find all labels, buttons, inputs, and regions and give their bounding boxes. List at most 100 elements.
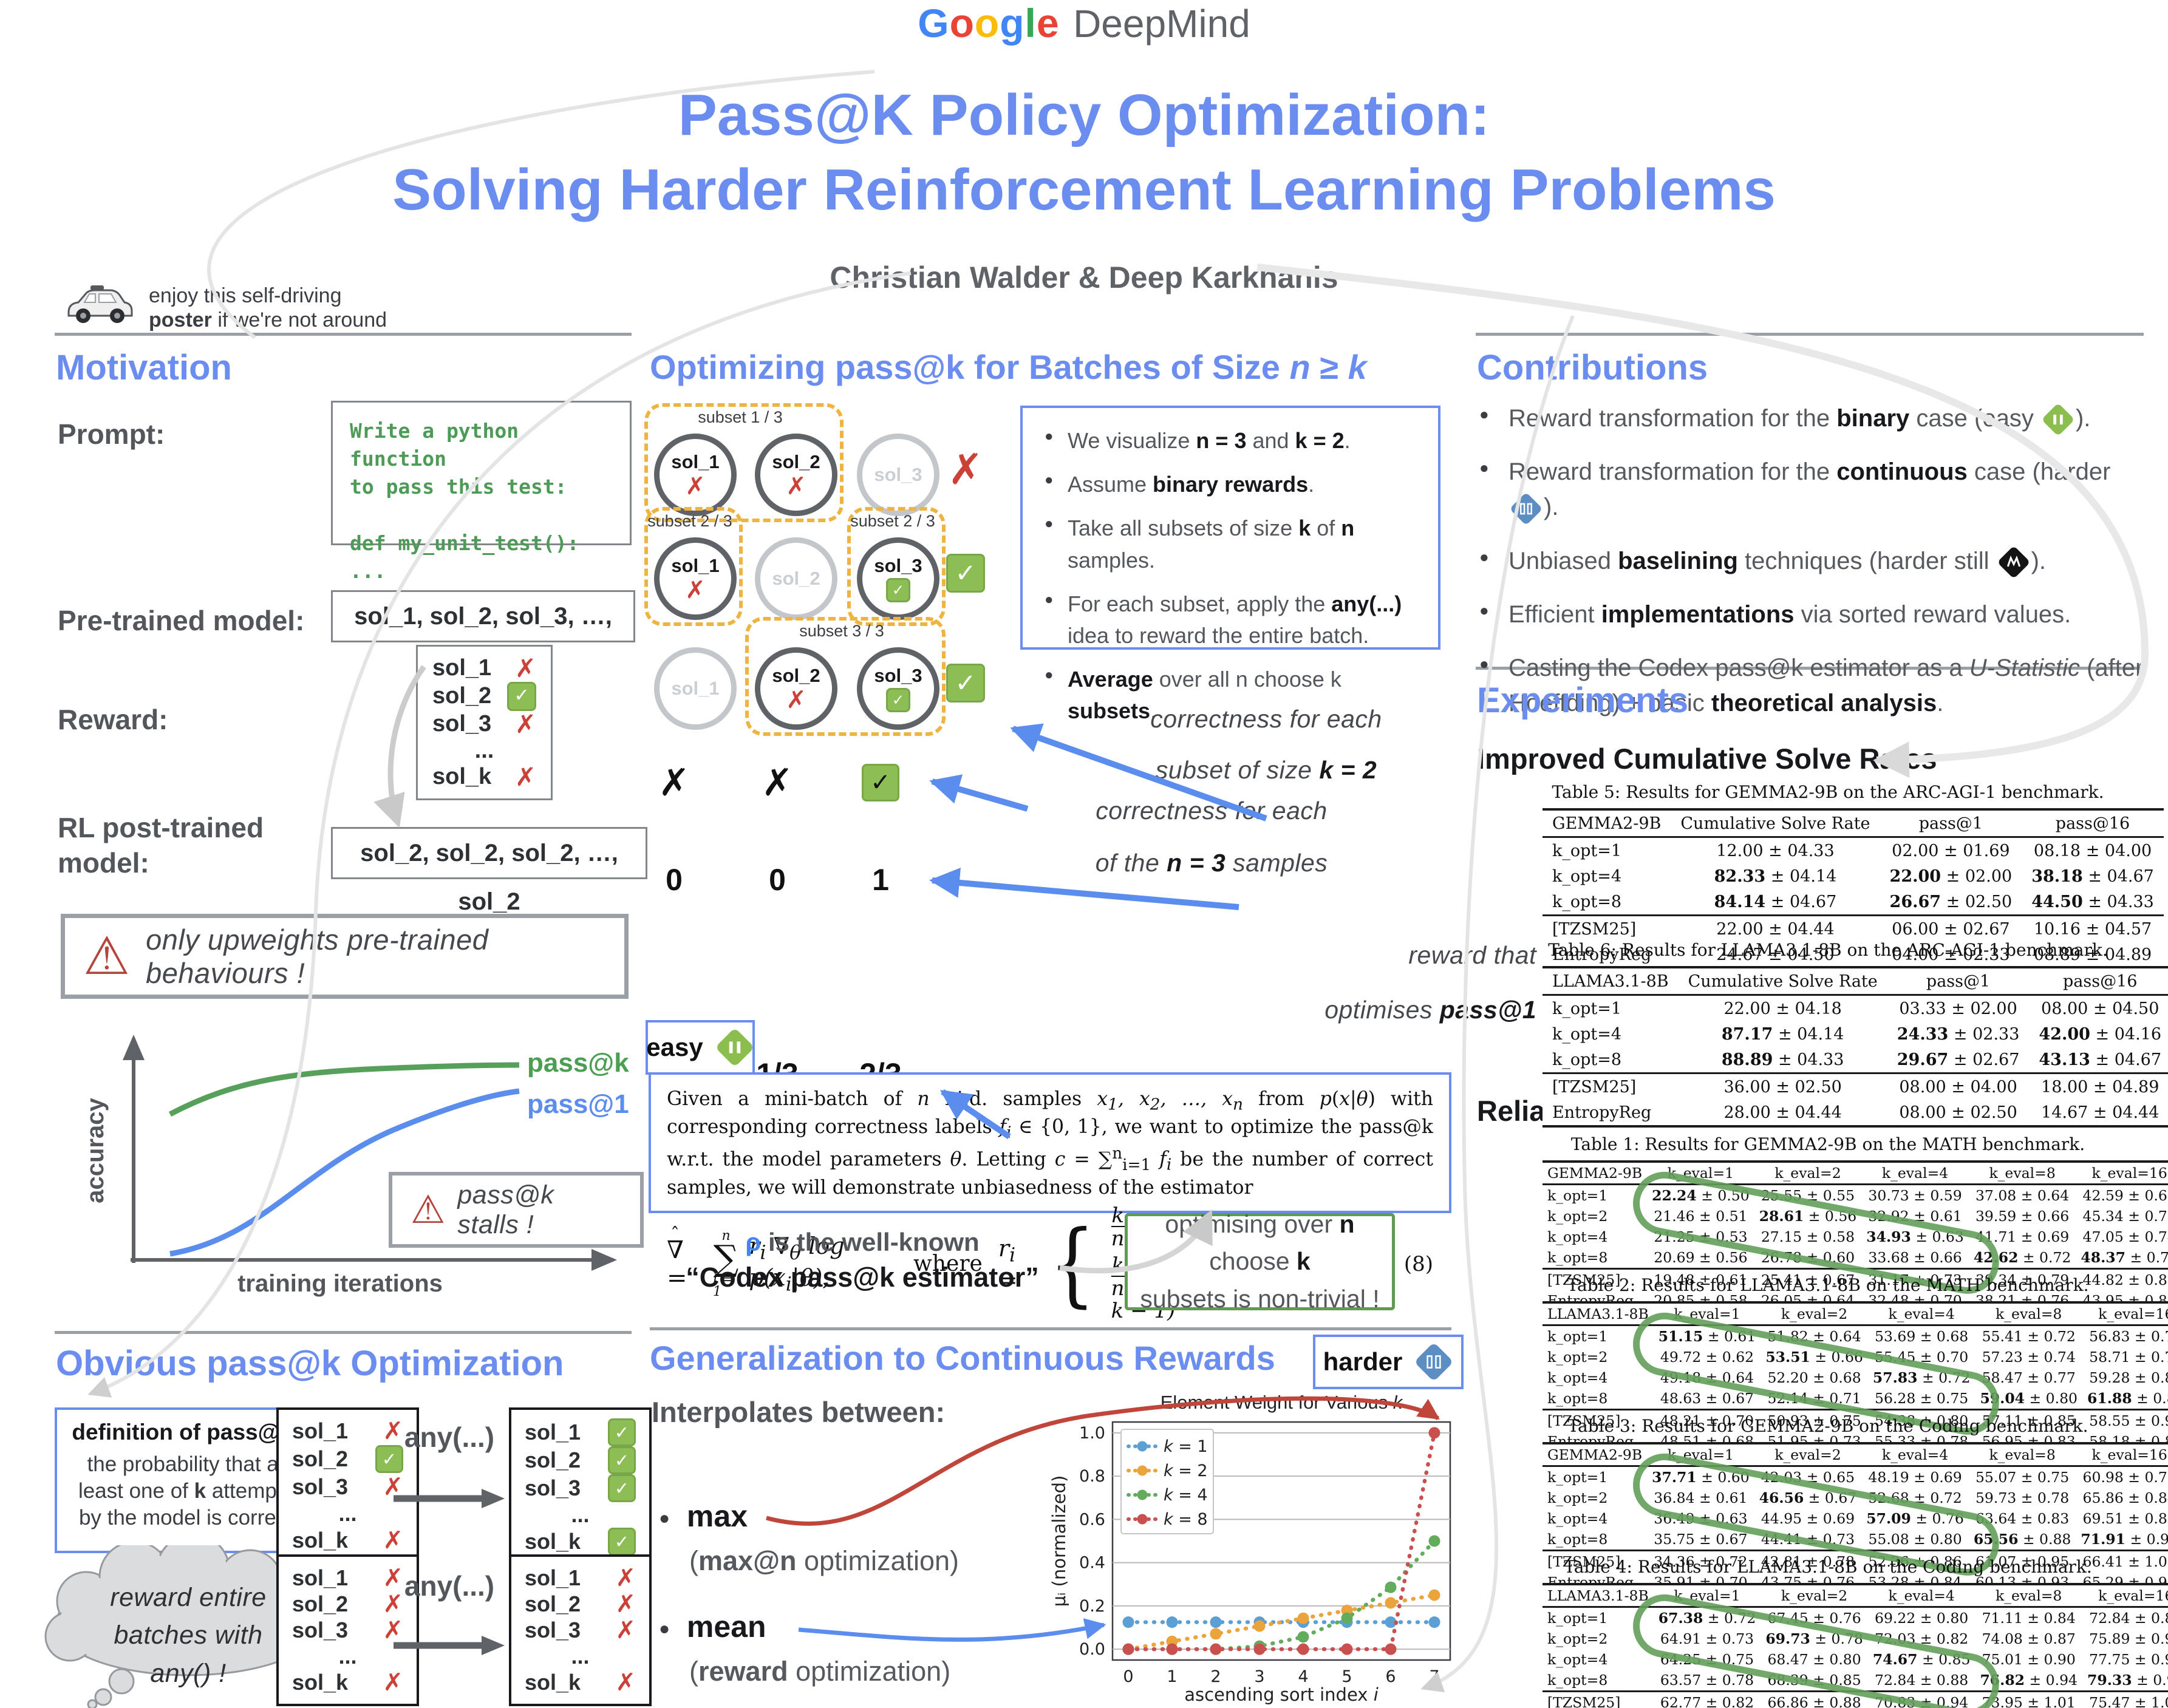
table-col-header: k_eval=4 [1867, 1302, 1975, 1326]
table-cell: 24.33 ± 02.33 [1897, 1024, 2020, 1044]
table-col-header: k_eval=16 [2076, 1443, 2168, 1467]
accuracy-axis-label: accuracy [82, 1098, 109, 1203]
any-label-2: any(...) [404, 1570, 495, 1602]
table-cell: 52.14 ± 0.71 [1767, 1390, 1861, 1407]
subset-label: subset 1 / 3 [698, 408, 783, 426]
table-cell: 36.49 ± 0.63 [1654, 1510, 1748, 1527]
table-cell: 30.73 ± 0.59 [1868, 1187, 1962, 1204]
table-row-label: k_opt=8 [1547, 1531, 1608, 1548]
table-cell: 48.19 ± 0.69 [1868, 1469, 1962, 1486]
table-cell: 64.91 ± 0.73 [1660, 1630, 1754, 1647]
table-cell: 66.86 ± 0.88 [1761, 1690, 1868, 1708]
x-mark-icon: ✗ [615, 1564, 636, 1592]
table-cell: 82.33 ± 04.14 [1714, 866, 1837, 886]
accuracy-plot: pass@k pass@1 accuracy training iteratio… [79, 1011, 632, 1302]
table-cell: 52.36 ± 0.86 [1861, 1550, 1969, 1572]
sol-ellipsis: ... [474, 737, 494, 763]
table-cell: 28.00 ± 04.44 [1723, 1103, 1842, 1122]
table-cell: 69.51 ± 0.88 [2082, 1510, 2168, 1527]
sol-box-all-x-out: sol_1 ✗ sol_2 ✗ sol_3 ✗... sol_k ✗ [509, 1554, 652, 1706]
table-col-header: pass@1 [1887, 967, 2030, 996]
table-row-label: k_opt=4 [1552, 866, 1622, 886]
table-cell: 67.45 ± 0.76 [1767, 1610, 1861, 1627]
max-bullet: ● max [659, 1499, 748, 1533]
sol-name: sol_3 [292, 1474, 349, 1499]
series-line [1126, 1593, 1437, 1652]
sol-name: sol_k [525, 1529, 581, 1554]
table-cell: 44.95 ± 0.69 [1761, 1510, 1855, 1527]
table-caption: Table 2: Results for LLAMA3.1-8B on the … [1567, 1275, 2089, 1295]
table-cell: 22.24 ± 0.50 [1652, 1187, 1750, 1204]
table-cell: 52.68 ± 0.72 [1868, 1489, 1962, 1506]
legend-entry: k = 2 [1164, 1461, 1208, 1480]
table-cell: 51.15 ± 0.61 [1658, 1328, 1756, 1345]
data-point [1210, 1628, 1222, 1640]
ri-equals: ri = [998, 1234, 1018, 1293]
table-row-label: k_opt=4 [1552, 1024, 1622, 1044]
table-col-header: k_eval=1 [1653, 1302, 1761, 1326]
check-mark-icon: ✓ [886, 578, 910, 602]
table-cell: 76.82 ± 0.94 [1980, 1672, 2078, 1689]
x-mark-icon: ✗ [615, 1669, 636, 1696]
data-point [1166, 1643, 1178, 1655]
data-point [1166, 1616, 1178, 1628]
table-cell: 04.00 ± 02.33 [1892, 945, 2010, 964]
chart-title: Element Weight for Various k [1161, 1392, 1403, 1413]
table-row: [TZSM25] 36.00 ± 02.50 08.00 ± 04.00 18.00 … [1542, 1072, 2168, 1100]
table-cell: 25.41 ± 0.67 [1754, 1268, 1862, 1290]
y-tick-label: 0.6 [1079, 1510, 1105, 1529]
car-note-line2: poster if we're not around [149, 308, 387, 332]
data-point [1428, 1616, 1440, 1628]
legend-entry: k = 4 [1164, 1486, 1208, 1505]
table-cell: 57.09 ± 0.76 [1866, 1510, 1964, 1527]
generalization-heading: Generalization to Continuous Rewards [650, 1339, 1275, 1377]
element-weight-chart: Element Weight for Various k 0.0 0.2 0.4 0.6… [1045, 1390, 1470, 1708]
table-col-header: k_eval=16 [2082, 1302, 2168, 1326]
table-row: k_opt=8 63.57 ± 0.78 68.39 ± 0.85 72.84 ± 0… [1542, 1670, 2168, 1692]
pass1-reward-value: 1 [872, 863, 889, 897]
table-col-header: k_eval=2 [1754, 1443, 1862, 1467]
table-col-header: LLAMA3.1-8B [1542, 1584, 1654, 1608]
check-mark-icon: ✓ [862, 764, 899, 801]
table-row: k_opt=2 49.72 ± 0.62 53.51 ± 0.66 55.45 ± 0… [1542, 1347, 2168, 1367]
x-mark-icon: ✗ [383, 1473, 403, 1501]
data-point [1428, 1427, 1440, 1439]
batches-bullet: Average over all n choose k subsets. [1041, 664, 1420, 727]
definition-title: definition of pass@k: [72, 1420, 300, 1444]
table-cell: 65.56 ± 0.88 [1973, 1531, 2071, 1548]
subset-label: subset 2 / 3 [850, 512, 935, 530]
table-col-header: k_eval=2 [1761, 1302, 1868, 1326]
y-tick-label: 0.0 [1079, 1640, 1105, 1659]
table-cell: 70.83 ± 0.94 [1867, 1690, 1975, 1708]
sol-item: sol_2 ✓ [525, 1446, 636, 1474]
table-cell: 57.83 ± 0.72 [1872, 1369, 1971, 1386]
sol-item: sol_k ✓ [525, 1528, 636, 1556]
motivation-heading: Motivation [56, 348, 232, 387]
table-row-label: k_opt=4 [1547, 1369, 1608, 1386]
x-mark-icon: ✗ [947, 444, 984, 494]
table-cell: 44.41 ± 0.73 [1761, 1531, 1855, 1548]
harder-badge: harder [1313, 1335, 1464, 1389]
x-mark-icon: ✗ [685, 472, 706, 500]
table-1-gemma-math: Table 1: Results for GEMMA2-9B on the MA… [1542, 1134, 2168, 1313]
table-row: [TZSM25] 19.48 ± 0.61 25.41 ± 0.67 31.17 ± … [1542, 1268, 2168, 1290]
x-tick-label: 5 [1341, 1667, 1352, 1686]
table-col-header: k_eval=4 [1867, 1584, 1975, 1608]
code-line [350, 502, 613, 529]
table-cell: 27.15 ± 0.58 [1761, 1228, 1855, 1245]
x-mark-icon: ✗ [514, 653, 536, 683]
table-row: k_opt=1 22.00 ± 04.18 03.33 ± 02.00 08.00 ±… [1542, 995, 2168, 1022]
table-cell: 37.71 ± 0.60 [1652, 1469, 1750, 1486]
sample-circle: sol_2 ✗ [755, 647, 837, 730]
table-row-label: k_opt=1 [1552, 841, 1622, 860]
table-cell: 22.00 ± 02.00 [1889, 866, 2013, 886]
table-col-header: k_eval=16 [2076, 1162, 2168, 1185]
table-cell: 44.82 ± 0.83 [2076, 1268, 2168, 1290]
table-col-header: k_eval=8 [1975, 1584, 2082, 1608]
table-cell: 48.37 ± 0.77 [2081, 1249, 2168, 1266]
data-point [1428, 1535, 1440, 1547]
table-row-label: k_opt=8 [1547, 1390, 1608, 1407]
table-cell: 45.34 ± 0.70 [2082, 1208, 2168, 1225]
annotation-pass1-reward: reward that optimises pass@1 [1324, 941, 1536, 1024]
table-row-label: k_opt=2 [1547, 1208, 1608, 1225]
